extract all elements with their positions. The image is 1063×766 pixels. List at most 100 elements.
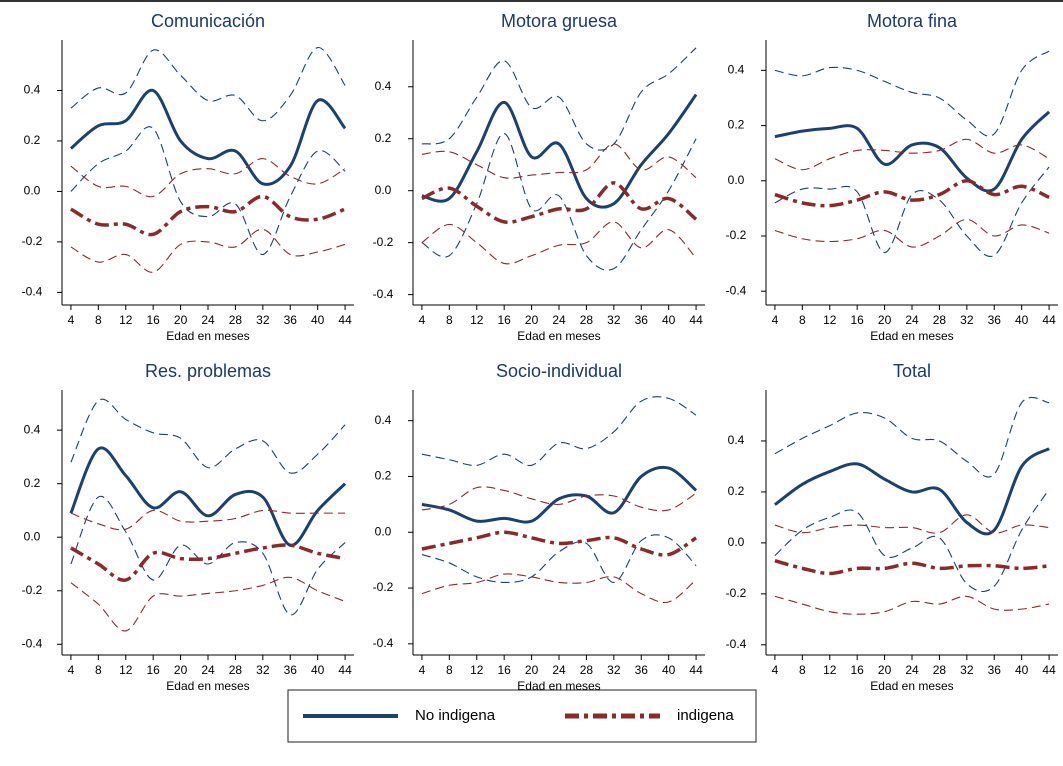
x-tick-label: 40 bbox=[1015, 663, 1029, 677]
x-tick-label: 40 bbox=[662, 313, 676, 327]
ci-band-line bbox=[421, 47, 697, 151]
y-tick-label: 0.0 bbox=[24, 529, 41, 543]
series-line bbox=[70, 543, 346, 582]
ci-band-line bbox=[70, 126, 346, 256]
series-line bbox=[774, 179, 1050, 208]
x-tick-label: 44 bbox=[338, 663, 352, 677]
ci-band-line bbox=[774, 595, 1050, 615]
series-line bbox=[774, 559, 1050, 576]
x-tick-label: 40 bbox=[311, 313, 325, 327]
x-axis-label: Edad en meses bbox=[870, 679, 953, 693]
x-tick-label: 4 bbox=[772, 663, 779, 677]
x-tick-label: 24 bbox=[552, 663, 566, 677]
x-tick-label: 8 bbox=[799, 313, 806, 327]
x-tick-label: 12 bbox=[470, 663, 484, 677]
y-tick-label: -0.2 bbox=[726, 586, 747, 600]
y-tick-label: -0.4 bbox=[726, 637, 747, 651]
x-tick-label: 8 bbox=[95, 313, 102, 327]
y-tick-label: 0.0 bbox=[728, 535, 745, 549]
legend-label: indigena bbox=[677, 707, 734, 724]
x-tick-label: 44 bbox=[689, 313, 703, 327]
ci-band-line bbox=[421, 396, 697, 466]
ci-band-line bbox=[774, 166, 1050, 257]
x-tick-label: 24 bbox=[905, 313, 919, 327]
y-tick-label: 0.2 bbox=[728, 118, 745, 132]
x-tick-label: 16 bbox=[850, 663, 864, 677]
x-tick-label: 16 bbox=[497, 313, 511, 327]
y-tick-label: -0.4 bbox=[373, 287, 394, 301]
y-tick-label: -0.2 bbox=[22, 234, 43, 248]
y-tick-label: 0.4 bbox=[24, 83, 41, 97]
ci-band-line bbox=[70, 228, 346, 273]
x-tick-label: 20 bbox=[878, 663, 892, 677]
x-tick-label: 28 bbox=[580, 313, 594, 327]
x-tick-label: 12 bbox=[470, 313, 484, 327]
series-line bbox=[421, 181, 698, 224]
ci-band-line bbox=[774, 489, 1050, 592]
x-tick-label: 40 bbox=[311, 663, 325, 677]
x-tick-label: 16 bbox=[850, 313, 864, 327]
panel-title: Socio-individual bbox=[496, 361, 622, 381]
ci-band-line bbox=[421, 143, 697, 179]
ci-band-line bbox=[421, 573, 697, 604]
x-tick-label: 20 bbox=[525, 313, 539, 327]
x-tick-label: 44 bbox=[689, 663, 703, 677]
x-tick-label: 4 bbox=[68, 313, 75, 327]
x-axis-label: Edad en meses bbox=[166, 679, 249, 693]
x-tick-label: 40 bbox=[1015, 313, 1029, 327]
ci-band-line bbox=[774, 218, 1050, 248]
x-tick-label: 8 bbox=[446, 313, 453, 327]
x-tick-label: 44 bbox=[1042, 663, 1056, 677]
panel-title: Motora gruesa bbox=[501, 11, 618, 31]
ci-band-line bbox=[774, 396, 1050, 478]
x-tick-label: 32 bbox=[607, 313, 621, 327]
ci-band-line bbox=[421, 221, 697, 265]
x-tick-label: 12 bbox=[823, 663, 837, 677]
y-tick-label: -0.2 bbox=[726, 228, 747, 242]
x-tick-label: 44 bbox=[338, 313, 352, 327]
series-line bbox=[774, 447, 1050, 536]
y-tick-label: 0.2 bbox=[375, 131, 392, 145]
x-tick-label: 28 bbox=[229, 313, 243, 327]
y-tick-label: -0.2 bbox=[373, 580, 394, 594]
series-line bbox=[69, 446, 347, 547]
x-tick-label: 36 bbox=[284, 313, 298, 327]
y-tick-label: 0.2 bbox=[375, 469, 392, 483]
series-line bbox=[421, 465, 698, 524]
x-tick-label: 40 bbox=[662, 663, 676, 677]
x-tick-label: 20 bbox=[878, 313, 892, 327]
ci-band-line bbox=[421, 132, 697, 271]
x-axis-label: Edad en meses bbox=[517, 329, 600, 343]
x-axis-label: Edad en meses bbox=[166, 329, 249, 343]
y-tick-label: 0.0 bbox=[375, 524, 392, 538]
series-line bbox=[70, 194, 346, 237]
x-tick-label: 16 bbox=[146, 663, 160, 677]
y-tick-label: 0.4 bbox=[375, 79, 392, 93]
x-tick-label: 8 bbox=[799, 663, 806, 677]
y-tick-label: 0.4 bbox=[728, 63, 745, 77]
x-tick-label: 32 bbox=[607, 663, 621, 677]
x-tick-label: 32 bbox=[256, 313, 270, 327]
x-tick-label: 36 bbox=[284, 663, 298, 677]
x-tick-label: 24 bbox=[905, 663, 919, 677]
x-tick-label: 24 bbox=[552, 313, 566, 327]
x-tick-label: 28 bbox=[933, 663, 947, 677]
ci-band-line bbox=[70, 509, 346, 531]
x-tick-label: 32 bbox=[960, 663, 974, 677]
y-tick-label: -0.4 bbox=[22, 285, 43, 299]
x-tick-label: 36 bbox=[988, 663, 1002, 677]
series-line bbox=[774, 110, 1051, 193]
x-tick-label: 32 bbox=[256, 663, 270, 677]
x-tick-label: 4 bbox=[419, 313, 426, 327]
x-tick-label: 28 bbox=[933, 313, 947, 327]
y-tick-label: 0.0 bbox=[375, 183, 392, 197]
x-tick-label: 16 bbox=[146, 313, 160, 327]
panel-title: Total bbox=[893, 361, 931, 381]
x-tick-label: 36 bbox=[988, 313, 1002, 327]
ci-band-line bbox=[70, 398, 346, 474]
ci-band-line bbox=[774, 514, 1050, 534]
ci-band-line bbox=[70, 576, 346, 632]
x-tick-label: 4 bbox=[419, 663, 426, 677]
x-tick-label: 24 bbox=[201, 663, 215, 677]
